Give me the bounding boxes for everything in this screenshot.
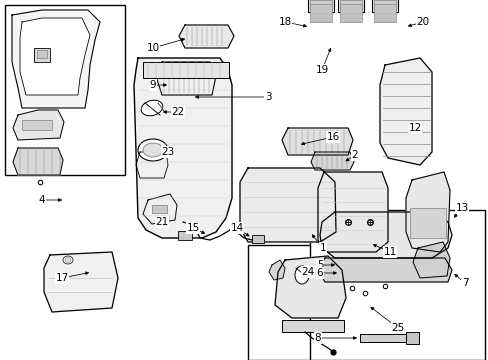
Bar: [37, 50, 47, 58]
Bar: [373, 0, 395, 10]
Text: 6: 6: [316, 268, 323, 278]
Bar: [309, 210, 484, 360]
Bar: [247, 245, 402, 360]
Polygon shape: [134, 58, 231, 238]
Text: 15: 15: [186, 223, 199, 233]
Text: 19: 19: [315, 65, 328, 75]
Bar: [307, 0, 333, 12]
Polygon shape: [268, 260, 285, 280]
Bar: [405, 332, 418, 344]
Bar: [152, 205, 167, 213]
Polygon shape: [142, 194, 177, 224]
Text: 3: 3: [264, 92, 271, 102]
Text: 20: 20: [416, 17, 428, 27]
Bar: [337, 0, 363, 12]
Text: 21: 21: [155, 217, 168, 227]
Text: 2: 2: [351, 150, 358, 160]
Ellipse shape: [65, 257, 71, 262]
Bar: [251, 235, 264, 243]
Text: 11: 11: [383, 247, 396, 257]
Bar: [409, 208, 445, 238]
Text: 23: 23: [161, 147, 174, 157]
Text: 7: 7: [461, 278, 468, 288]
Text: 10: 10: [146, 43, 159, 53]
Text: 13: 13: [454, 203, 468, 213]
Bar: [339, 0, 361, 10]
Polygon shape: [405, 172, 449, 252]
Polygon shape: [319, 212, 451, 258]
Polygon shape: [317, 258, 451, 282]
Polygon shape: [412, 242, 449, 278]
Text: 17: 17: [55, 273, 68, 283]
Text: 14: 14: [230, 223, 243, 233]
Polygon shape: [44, 252, 118, 312]
Polygon shape: [282, 128, 352, 155]
Bar: [309, 0, 331, 10]
Polygon shape: [13, 148, 63, 175]
Text: 25: 25: [390, 323, 404, 333]
Bar: [142, 62, 228, 78]
Polygon shape: [13, 110, 64, 140]
Text: 5: 5: [316, 260, 323, 270]
Bar: [339, 4, 361, 22]
Polygon shape: [274, 256, 346, 318]
Text: 4: 4: [39, 195, 45, 205]
Text: 24: 24: [301, 267, 314, 277]
Polygon shape: [179, 25, 234, 48]
Polygon shape: [310, 152, 353, 170]
Text: 8: 8: [314, 333, 321, 343]
Bar: [282, 320, 343, 332]
Text: 18: 18: [278, 17, 291, 27]
Text: 16: 16: [325, 132, 339, 142]
Polygon shape: [379, 58, 431, 165]
Text: 1: 1: [319, 243, 325, 253]
Polygon shape: [156, 62, 216, 95]
Bar: [309, 4, 331, 22]
Text: 9: 9: [149, 80, 156, 90]
Ellipse shape: [138, 139, 168, 161]
Text: 12: 12: [407, 123, 421, 133]
Bar: [22, 120, 52, 130]
Bar: [373, 4, 395, 22]
Polygon shape: [240, 168, 335, 242]
Bar: [371, 0, 397, 12]
Ellipse shape: [142, 143, 163, 157]
Polygon shape: [12, 10, 100, 108]
Ellipse shape: [141, 100, 163, 116]
Polygon shape: [317, 172, 387, 252]
Polygon shape: [136, 152, 168, 178]
Text: 22: 22: [171, 107, 184, 117]
Polygon shape: [20, 18, 90, 95]
Bar: [34, 48, 50, 62]
Bar: [5, 5, 125, 175]
Bar: [359, 334, 407, 342]
Ellipse shape: [294, 266, 308, 284]
Ellipse shape: [63, 256, 73, 264]
Bar: [178, 231, 192, 240]
